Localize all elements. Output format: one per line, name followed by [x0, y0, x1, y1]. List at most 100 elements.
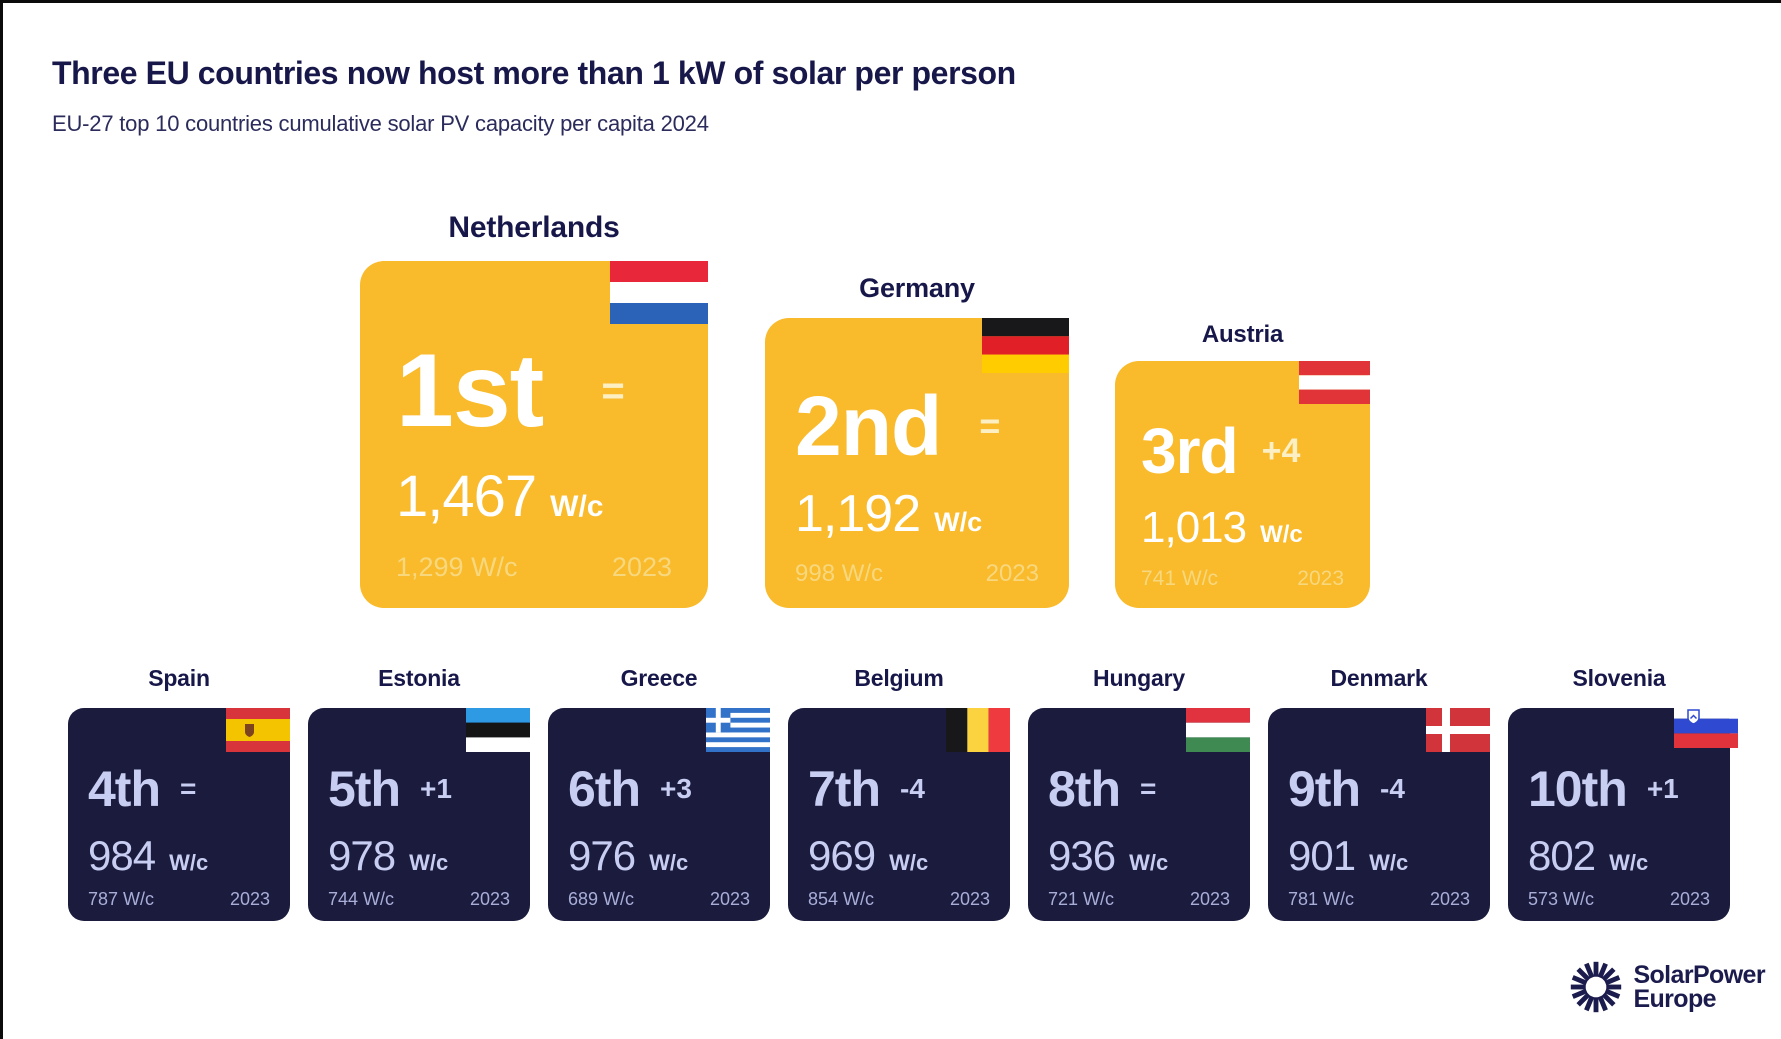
- value-2024: 802: [1528, 832, 1596, 879]
- country-card-germany: Germany 2nd = 1,192 W/c 998 W/c 2023: [765, 273, 1069, 608]
- rank-change: =: [979, 405, 1001, 446]
- value-2024: 976: [568, 832, 636, 879]
- rank-card: 7th -4 969 W/c 854 W/c 2023: [788, 708, 1010, 921]
- year-label: 2023: [229, 889, 270, 909]
- country-card-belgium: Belgium 7th -4 969 W/c 854 W/c 2023: [788, 665, 1010, 921]
- flag-denmark-icon: [1426, 708, 1490, 752]
- rank-change: =: [1140, 773, 1157, 804]
- rank-label: 6th: [568, 761, 641, 817]
- flag-netherlands-icon: [610, 261, 708, 324]
- rank-label: 10th: [1528, 761, 1628, 817]
- flag-belgium-icon: [946, 708, 1010, 752]
- rank-card: 6th +3 976 W/c 689 W/c 2023: [548, 708, 770, 921]
- country-card-spain: Spain 4th = 984 W/c 787 W/c 2023: [68, 665, 290, 921]
- country-card-austria: Austria 3rd +4 1,013 W/c 741 W/c 2023: [1115, 321, 1370, 608]
- solarpower-europe-logo: SolarPower Europe: [1568, 959, 1766, 1015]
- rank-change: +1: [1646, 773, 1679, 804]
- country-name: Austria: [1201, 321, 1284, 348]
- value-2023: 787 W/c: [88, 889, 155, 909]
- country-name: Germany: [859, 273, 975, 303]
- year-label: 2023: [611, 552, 672, 582]
- sunburst-icon: [1571, 961, 1622, 1013]
- value-2024: 1,013: [1141, 503, 1247, 552]
- rank-card: 3rd +4 1,013 W/c 741 W/c 2023: [1115, 361, 1370, 608]
- page-subtitle: EU-27 top 10 countries cumulative solar …: [52, 111, 709, 136]
- unit-label: W/c: [649, 850, 689, 875]
- flag-austria-icon: [1299, 361, 1370, 404]
- value-2023: 744 W/c: [328, 889, 395, 909]
- rank-label: 4th: [88, 761, 161, 817]
- country-name: Slovenia: [1572, 665, 1666, 691]
- year-label: 2023: [985, 560, 1039, 587]
- rank-card: 2nd = 1,192 W/c 998 W/c 2023: [765, 318, 1069, 608]
- value-2023: 721 W/c: [1048, 889, 1115, 909]
- rank-change: -4: [900, 773, 925, 804]
- rank-label: 5th: [328, 761, 401, 817]
- value-2024: 1,192: [795, 485, 921, 543]
- value-2024: 1,467: [396, 464, 537, 529]
- rank-card: 9th -4 901 W/c 781 W/c 2023: [1268, 708, 1490, 921]
- country-card-estonia: Estonia 5th +1 978 W/c 744 W/c 2023: [308, 665, 530, 921]
- rank-card: 5th +1 978 W/c 744 W/c 2023: [308, 708, 530, 921]
- rank-change: +4: [1261, 432, 1301, 470]
- value-2024: 901: [1288, 832, 1356, 879]
- flag-germany-icon: [982, 318, 1069, 373]
- logo-line1: SolarPower: [1633, 961, 1765, 989]
- unit-label: W/c: [169, 850, 209, 875]
- rank-label: 1st: [396, 333, 544, 449]
- year-label: 2023: [1669, 889, 1710, 909]
- country-card-slovenia: Slovenia 10th +1 802 W/c 573 W/c 2023: [1508, 665, 1738, 921]
- page-title: Three EU countries now host more than 1 …: [52, 55, 1016, 91]
- flag-spain-icon: [226, 708, 290, 752]
- rank-card: 4th = 984 W/c 787 W/c 2023: [68, 708, 290, 921]
- rank-label: 3rd: [1141, 415, 1239, 487]
- country-name: Denmark: [1330, 665, 1428, 691]
- value-2024: 969: [808, 832, 876, 879]
- unit-label: W/c: [1609, 850, 1649, 875]
- value-2023: 854 W/c: [808, 889, 875, 909]
- rank-label: 7th: [808, 761, 881, 817]
- country-card-hungary: Hungary 8th = 936 W/c 721 W/c 2023: [1028, 665, 1250, 921]
- country-name: Netherlands: [448, 211, 620, 244]
- value-2024: 978: [328, 832, 396, 879]
- year-label: 2023: [1189, 889, 1230, 909]
- country-card-netherlands: Netherlands 1st = 1,467 W/c 1,299 W/c 20…: [360, 211, 708, 608]
- year-label: 2023: [709, 889, 750, 909]
- country-name: Belgium: [854, 665, 944, 691]
- value-2023: 1,299 W/c: [396, 552, 518, 582]
- unit-label: W/c: [934, 507, 983, 537]
- country-card-denmark: Denmark 9th -4 901 W/c 781 W/c 2023: [1268, 665, 1490, 921]
- rank-card: 10th +1 802 W/c 573 W/c 2023: [1508, 704, 1738, 921]
- unit-label: W/c: [1369, 850, 1409, 875]
- country-card-greece: Greece 6th +3 976 W/c 689 W/: [548, 665, 770, 921]
- unit-label: W/c: [1129, 850, 1169, 875]
- unit-label: W/c: [409, 850, 449, 875]
- year-label: 2023: [949, 889, 990, 909]
- unit-label: W/c: [1260, 521, 1303, 548]
- rank-change: =: [601, 369, 625, 413]
- year-label: 2023: [1297, 567, 1344, 590]
- logo-line2: Europe: [1633, 985, 1716, 1013]
- rank-card: 1st = 1,467 W/c 1,299 W/c 2023: [360, 261, 708, 608]
- value-2024: 936: [1048, 832, 1116, 879]
- rank-label: 9th: [1288, 761, 1361, 817]
- value-2024: 984: [88, 832, 156, 879]
- value-2023: 998 W/c: [795, 560, 884, 587]
- value-2023: 573 W/c: [1528, 889, 1595, 909]
- rank-label: 2nd: [795, 379, 942, 473]
- rank-label: 8th: [1048, 761, 1121, 817]
- rank-change: -4: [1380, 773, 1405, 804]
- rank-change: =: [180, 773, 197, 804]
- value-2023: 781 W/c: [1288, 889, 1355, 909]
- flag-estonia-icon: [466, 708, 530, 752]
- value-2023: 741 W/c: [1141, 567, 1219, 590]
- flag-slovenia-icon: [1674, 704, 1738, 748]
- country-name: Greece: [620, 665, 698, 691]
- country-name: Hungary: [1093, 665, 1185, 691]
- country-name: Spain: [148, 665, 210, 691]
- year-label: 2023: [1429, 889, 1470, 909]
- unit-label: W/c: [550, 490, 604, 523]
- rank-change: +3: [660, 773, 692, 804]
- unit-label: W/c: [889, 850, 929, 875]
